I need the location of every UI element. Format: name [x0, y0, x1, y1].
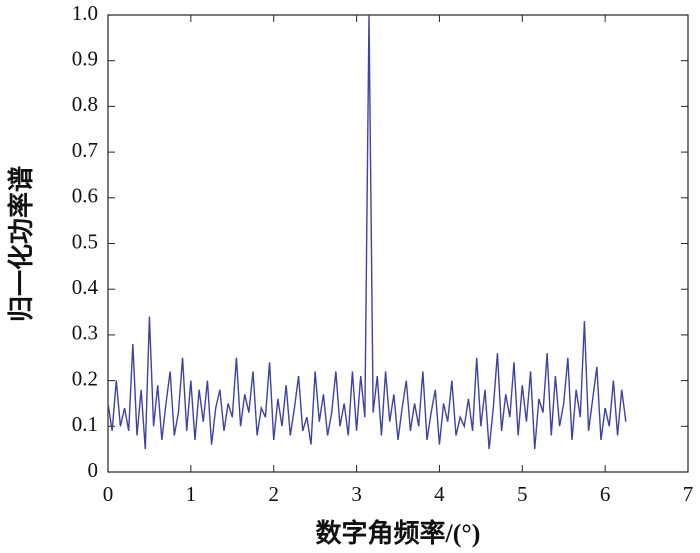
y-tick-label: 0.5	[72, 229, 98, 253]
y-tick-label: 1.0	[72, 1, 98, 25]
y-tick-label: 0.9	[72, 47, 98, 71]
plot-frame	[107, 14, 689, 473]
y-tick-label: 0.1	[72, 412, 98, 436]
x-tick-label: 5	[517, 482, 528, 506]
y-tick-label: 0.3	[72, 321, 98, 345]
x-tick-label: 1	[186, 482, 197, 506]
x-tick-label: 6	[600, 482, 611, 506]
y-axis-label: 归一化功率谱	[6, 166, 36, 322]
x-tick-label: 3	[351, 482, 362, 506]
y-tick-label: 0.2	[72, 366, 98, 390]
x-tick-label: 7	[683, 482, 694, 506]
x-tick-label: 0	[103, 482, 114, 506]
data-line	[107, 14, 627, 450]
x-tick-label: 4	[434, 482, 445, 506]
x-axis-label: 数字角频率/(°)	[316, 518, 481, 548]
y-tick-label: 0	[88, 458, 99, 482]
y-tick-label: 0.4	[72, 275, 99, 299]
y-tick-label: 0.6	[72, 184, 98, 208]
y-tick-label: 0.8	[72, 92, 98, 116]
x-tick-label: 2	[268, 482, 279, 506]
y-tick-label: 0.7	[72, 138, 98, 162]
